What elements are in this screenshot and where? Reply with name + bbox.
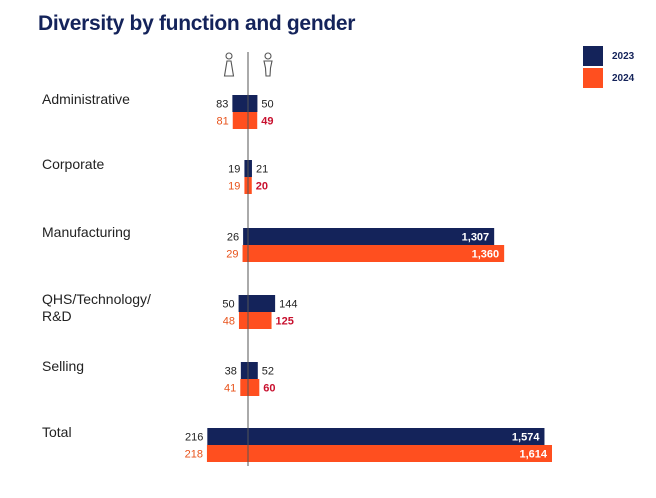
bar-female-2024 xyxy=(240,379,248,396)
bar-male-2024 xyxy=(248,245,505,262)
legend-swatch-2023 xyxy=(583,46,603,66)
bar-female-2023 xyxy=(243,228,248,245)
category-label: Selling xyxy=(42,358,84,374)
bar-female-2024 xyxy=(244,177,248,194)
legend-label-2023: 2023 xyxy=(612,51,635,62)
value-label-female-2024: 41 xyxy=(224,383,236,395)
bar-male-2023 xyxy=(248,362,258,379)
value-label-male-2024: 20 xyxy=(256,181,268,193)
category-label: Manufacturing xyxy=(42,224,131,240)
value-label-male-2023: 52 xyxy=(262,366,274,378)
bar-male-2024 xyxy=(248,312,272,329)
value-label-female-2023: 19 xyxy=(228,164,240,176)
value-label-male-2023: 21 xyxy=(256,164,268,176)
value-label-female-2023: 216 xyxy=(185,432,203,444)
bar-female-2024 xyxy=(232,112,248,129)
legend-swatch-2024 xyxy=(583,68,603,88)
value-label-male-2024: 60 xyxy=(263,383,275,395)
category-label: QHS/Technology/R&D xyxy=(42,291,151,324)
value-label-female-2023: 26 xyxy=(227,232,239,244)
category-label: Total xyxy=(42,424,72,440)
bar-male-2023 xyxy=(248,428,545,445)
value-label-female-2024: 81 xyxy=(216,116,228,128)
bar-male-2023 xyxy=(248,228,495,245)
category-label: Administrative xyxy=(42,91,130,107)
value-label-female-2023: 83 xyxy=(216,99,228,111)
value-label-female-2024: 218 xyxy=(185,449,203,461)
bar-male-2023 xyxy=(248,95,258,112)
bar-male-2024 xyxy=(248,112,258,129)
value-label-female-2023: 38 xyxy=(225,366,237,378)
value-label-female-2024: 19 xyxy=(228,181,240,193)
bar-male-2024 xyxy=(248,177,252,194)
bar-male-2024 xyxy=(248,379,260,396)
bar-male-2024 xyxy=(248,445,552,462)
chart-title: Diversity by function and gender xyxy=(38,12,356,35)
bar-female-2023 xyxy=(232,95,248,112)
male-icon xyxy=(263,52,273,77)
bar-female-2023 xyxy=(244,160,248,177)
value-label-male-2024: 1,614 xyxy=(519,449,547,461)
bar-female-2024 xyxy=(206,445,248,462)
value-label-female-2024: 29 xyxy=(226,249,238,261)
value-label-male-2024: 1,360 xyxy=(472,249,500,261)
value-label-female-2023: 50 xyxy=(222,299,234,311)
bar-female-2023 xyxy=(207,428,248,445)
bar-female-2024 xyxy=(242,245,248,262)
value-label-male-2023: 1,574 xyxy=(512,432,540,444)
bar-male-2023 xyxy=(248,295,276,312)
bar-male-2023 xyxy=(248,160,252,177)
value-label-male-2023: 1,307 xyxy=(462,232,490,244)
value-label-male-2023: 50 xyxy=(261,99,273,111)
value-label-male-2024: 125 xyxy=(276,316,294,328)
female-icon xyxy=(223,52,235,77)
bar-female-2023 xyxy=(240,362,248,379)
bar-female-2023 xyxy=(238,295,248,312)
category-label: Corporate xyxy=(42,156,104,172)
bar-female-2024 xyxy=(238,312,248,329)
value-label-male-2023: 144 xyxy=(279,299,297,311)
value-label-female-2024: 48 xyxy=(223,316,235,328)
value-label-male-2024: 49 xyxy=(261,116,273,128)
legend-label-2024: 2024 xyxy=(612,73,635,84)
